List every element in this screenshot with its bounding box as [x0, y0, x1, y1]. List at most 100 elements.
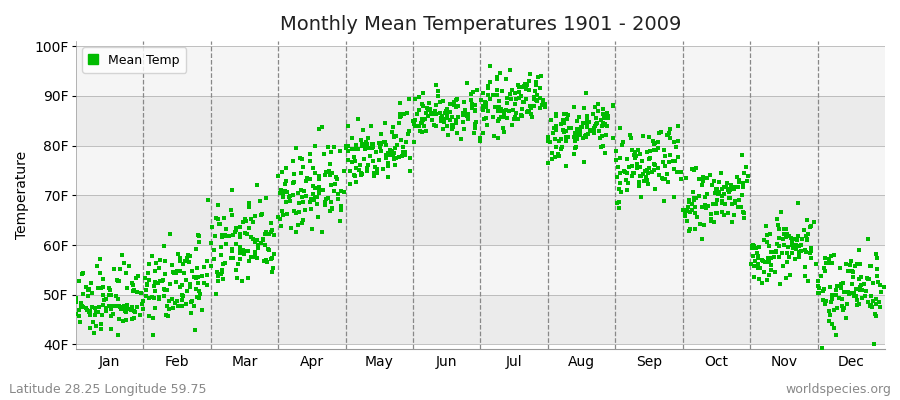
- Point: [750, 250, 764, 256]
- Point: [443, 101, 457, 108]
- Point: [416, 90, 430, 96]
- Point: [174, 258, 188, 264]
- Point: [848, 263, 862, 269]
- Point: [310, 194, 325, 200]
- Point: [89, 308, 104, 315]
- Point: [630, 161, 644, 167]
- Point: [851, 246, 866, 253]
- Point: [867, 341, 881, 348]
- Point: [251, 242, 266, 248]
- Point: [715, 198, 729, 204]
- Point: [619, 156, 634, 162]
- Point: [356, 156, 371, 162]
- Point: [567, 151, 581, 158]
- Point: [307, 197, 321, 203]
- Point: [115, 318, 130, 324]
- Point: [209, 290, 223, 297]
- Point: [522, 108, 536, 115]
- Point: [436, 98, 450, 105]
- Point: [589, 115, 603, 121]
- Point: [576, 120, 590, 126]
- Point: [832, 295, 846, 302]
- Point: [119, 304, 133, 310]
- Point: [258, 195, 273, 202]
- Point: [348, 172, 363, 179]
- Point: [579, 132, 593, 138]
- Bar: [76, 195, 885, 245]
- Point: [139, 275, 153, 281]
- Point: [545, 130, 560, 136]
- Point: [662, 129, 677, 136]
- Point: [280, 188, 294, 195]
- Point: [274, 169, 289, 176]
- Point: [683, 208, 698, 215]
- Point: [275, 194, 290, 200]
- Point: [761, 255, 776, 262]
- Point: [456, 99, 471, 106]
- Point: [151, 296, 166, 302]
- Point: [716, 183, 731, 190]
- Point: [87, 305, 102, 312]
- Point: [179, 276, 194, 283]
- Point: [246, 218, 260, 225]
- Point: [311, 214, 326, 221]
- Point: [778, 233, 793, 240]
- Point: [226, 232, 240, 238]
- Point: [678, 211, 692, 218]
- Point: [412, 123, 427, 129]
- Point: [644, 169, 659, 176]
- Point: [700, 191, 715, 198]
- Point: [395, 144, 410, 150]
- Point: [341, 148, 356, 154]
- Point: [869, 312, 884, 319]
- Point: [667, 139, 681, 145]
- Point: [794, 248, 808, 254]
- Point: [590, 108, 605, 114]
- Point: [175, 292, 189, 298]
- Point: [517, 83, 531, 89]
- Point: [732, 177, 746, 183]
- Point: [541, 138, 555, 144]
- Point: [416, 103, 430, 109]
- Point: [106, 311, 121, 317]
- Point: [711, 191, 725, 197]
- Point: [112, 277, 126, 284]
- Point: [825, 296, 840, 302]
- Point: [792, 254, 806, 260]
- Point: [338, 145, 353, 151]
- Point: [429, 123, 444, 130]
- Point: [791, 242, 806, 249]
- Point: [520, 107, 535, 114]
- Point: [229, 227, 243, 233]
- Point: [238, 216, 252, 222]
- Point: [224, 207, 238, 214]
- Point: [78, 284, 93, 290]
- Point: [93, 270, 107, 276]
- Point: [693, 221, 707, 228]
- Point: [833, 280, 848, 287]
- Point: [577, 159, 591, 166]
- Point: [176, 260, 190, 267]
- Point: [95, 276, 110, 282]
- Point: [761, 259, 776, 265]
- Point: [861, 236, 876, 242]
- Point: [576, 135, 590, 141]
- Point: [394, 152, 409, 159]
- Point: [436, 126, 450, 132]
- Point: [141, 277, 156, 283]
- Point: [720, 187, 734, 194]
- Point: [347, 158, 362, 164]
- Point: [461, 115, 475, 122]
- Point: [396, 149, 410, 156]
- Point: [293, 187, 308, 193]
- Point: [98, 296, 112, 302]
- Point: [424, 111, 438, 117]
- Point: [369, 149, 383, 156]
- Point: [844, 268, 859, 274]
- Point: [586, 111, 600, 117]
- Point: [692, 176, 706, 182]
- Point: [165, 296, 179, 303]
- Point: [383, 152, 398, 158]
- Point: [545, 150, 560, 156]
- Point: [392, 100, 407, 106]
